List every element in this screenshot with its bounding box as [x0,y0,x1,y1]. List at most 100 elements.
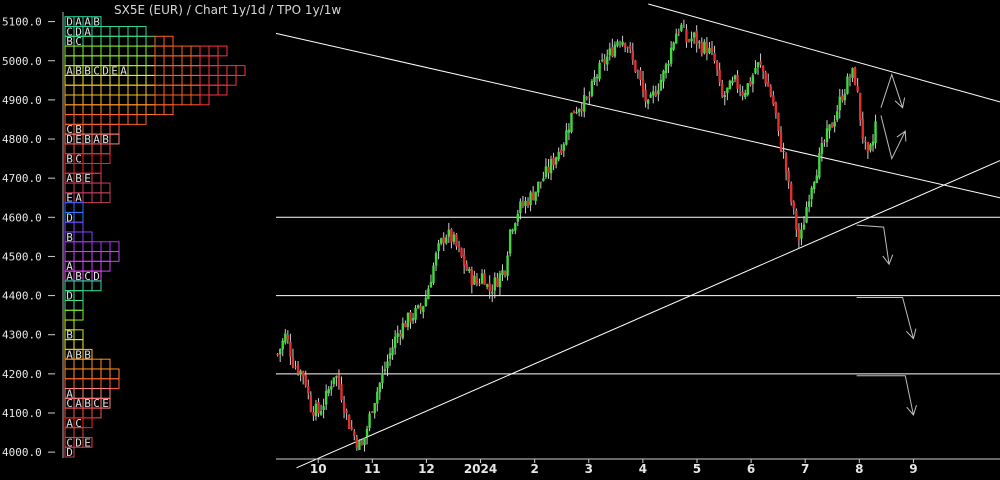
candle-body [537,181,540,193]
tpo-letter: B [66,231,73,244]
tpo-letter: D [93,270,100,283]
candle-body [621,41,624,46]
candle-body [843,93,847,101]
candle-body [442,237,445,243]
tpo-cell [91,94,102,106]
candle [585,96,589,101]
candle [312,406,315,422]
candle [567,123,571,141]
candle [422,305,425,319]
tpo-letter: B [84,397,91,410]
candle-body [744,92,747,97]
candle [713,45,716,64]
tpo-cell [163,45,174,57]
tpo-cell [109,26,120,37]
candle-body [570,112,573,132]
tpo-cell [82,417,93,429]
candle [590,79,594,98]
tpo-letter: D [75,25,82,38]
candle-body [667,63,670,66]
candle [810,185,813,207]
candle-body [641,78,645,92]
tpo-cell [73,104,84,116]
tpo-cell [127,35,138,47]
candle [726,87,729,101]
candle-body [695,30,698,45]
candle [667,60,670,74]
candle-body [823,141,826,143]
candle [692,31,696,44]
candle-body [319,411,323,415]
candle [744,89,747,100]
tpo-cell [73,290,84,301]
candle [795,208,798,238]
candle [445,234,448,245]
candle [869,143,872,153]
tpo-cell [154,84,165,96]
candle-body [360,442,364,445]
candle [613,41,617,58]
tpo-cell [82,84,93,96]
candle-body [664,64,668,74]
candle [314,399,318,421]
tpo-cell [100,182,111,194]
candle-body [419,306,422,310]
candle [823,139,826,147]
tpo-cell [73,211,84,223]
candle [562,142,566,157]
candle [705,37,709,61]
tpo-cell [100,114,111,125]
tpo-cell [100,397,111,409]
candle-body [294,366,297,368]
y-tick-label: 5000.0 [2,55,42,68]
candle-body [475,277,479,284]
tpo-cell [82,94,93,106]
candle [728,79,732,90]
tpo-cell [91,280,102,292]
candle [841,89,844,103]
candle [616,39,619,48]
candle [537,181,540,197]
tpo-cell [145,55,156,67]
tpo-letter: D [66,446,73,459]
candle [376,387,379,412]
candle-body [866,142,870,152]
candle [565,123,568,146]
tpo-letter: D [66,16,73,29]
candle [307,379,310,400]
candle [437,239,440,260]
candle [552,152,555,171]
candle [291,348,295,369]
candle [521,195,525,208]
candle [427,285,430,300]
candle-body [335,376,338,378]
candle-body [836,111,839,120]
candle-body [871,141,875,146]
candle-body [774,102,778,114]
y-tick-label: 5100.0 [2,16,42,29]
tpo-cell [190,74,201,86]
tpo-cell [145,74,156,86]
candle-body [560,149,563,153]
candle-body [864,140,867,142]
candle [583,87,586,118]
candle [580,102,583,117]
candle [337,369,341,390]
candle-body [493,277,497,291]
tpo-cell [127,104,138,116]
candle-body [703,41,706,54]
tpo-cell [73,299,84,311]
candle-body [519,201,522,214]
candle-body [386,361,389,369]
sketch-arrow-4 [856,375,914,416]
candle-body [547,166,550,173]
candle-body [332,377,336,385]
candle [365,425,369,445]
candle [496,272,499,288]
candle [741,86,744,101]
candle [710,41,714,56]
candle-body [483,273,486,285]
tpo-cell [199,84,210,96]
candle-body [289,341,292,357]
trendlines [275,3,1000,469]
